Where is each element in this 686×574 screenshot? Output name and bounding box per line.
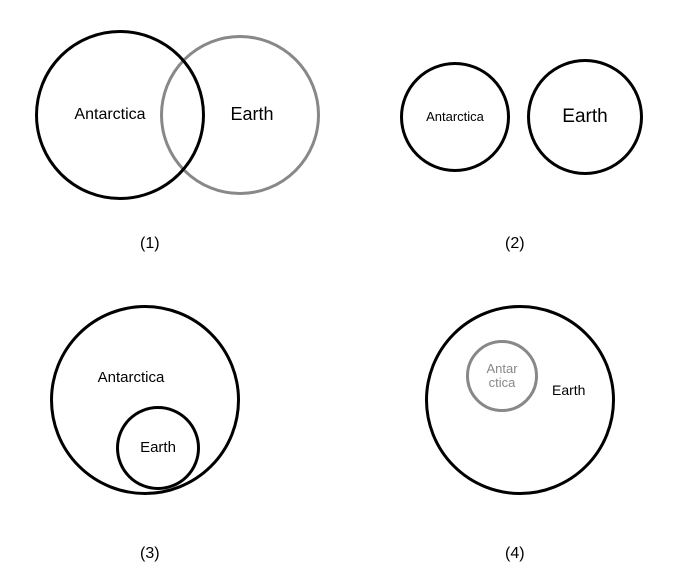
circle-label: Earth [562, 107, 607, 128]
circle-label: Antarctica [98, 370, 165, 387]
panel-3: Antarctica Earth [40, 300, 260, 520]
panel-1: Earth Antarctica [20, 15, 320, 215]
circle-label: Antarctica [74, 106, 145, 124]
circle-label: Antarctica [426, 110, 484, 124]
circle-2-1: Earth [527, 59, 643, 175]
circle-label: Antar ctica [486, 362, 517, 391]
caption-4: (4) [505, 545, 525, 563]
caption-3: (3) [140, 545, 160, 563]
circle-4-1: Antar ctica [466, 340, 538, 412]
circle-3-1: Earth [116, 406, 200, 490]
circle-label: Earth [230, 105, 273, 125]
caption-2: (2) [505, 235, 525, 253]
panel-2: Antarctica Earth [395, 55, 675, 195]
circle-1-1: Antarctica [35, 30, 205, 200]
circle-label-abs: Earth [552, 382, 585, 398]
circle-2-0: Antarctica [400, 62, 510, 172]
caption-1: (1) [140, 235, 160, 253]
circle-label: Earth [140, 440, 176, 457]
panel-4: Antar ctica Earth [410, 300, 630, 520]
